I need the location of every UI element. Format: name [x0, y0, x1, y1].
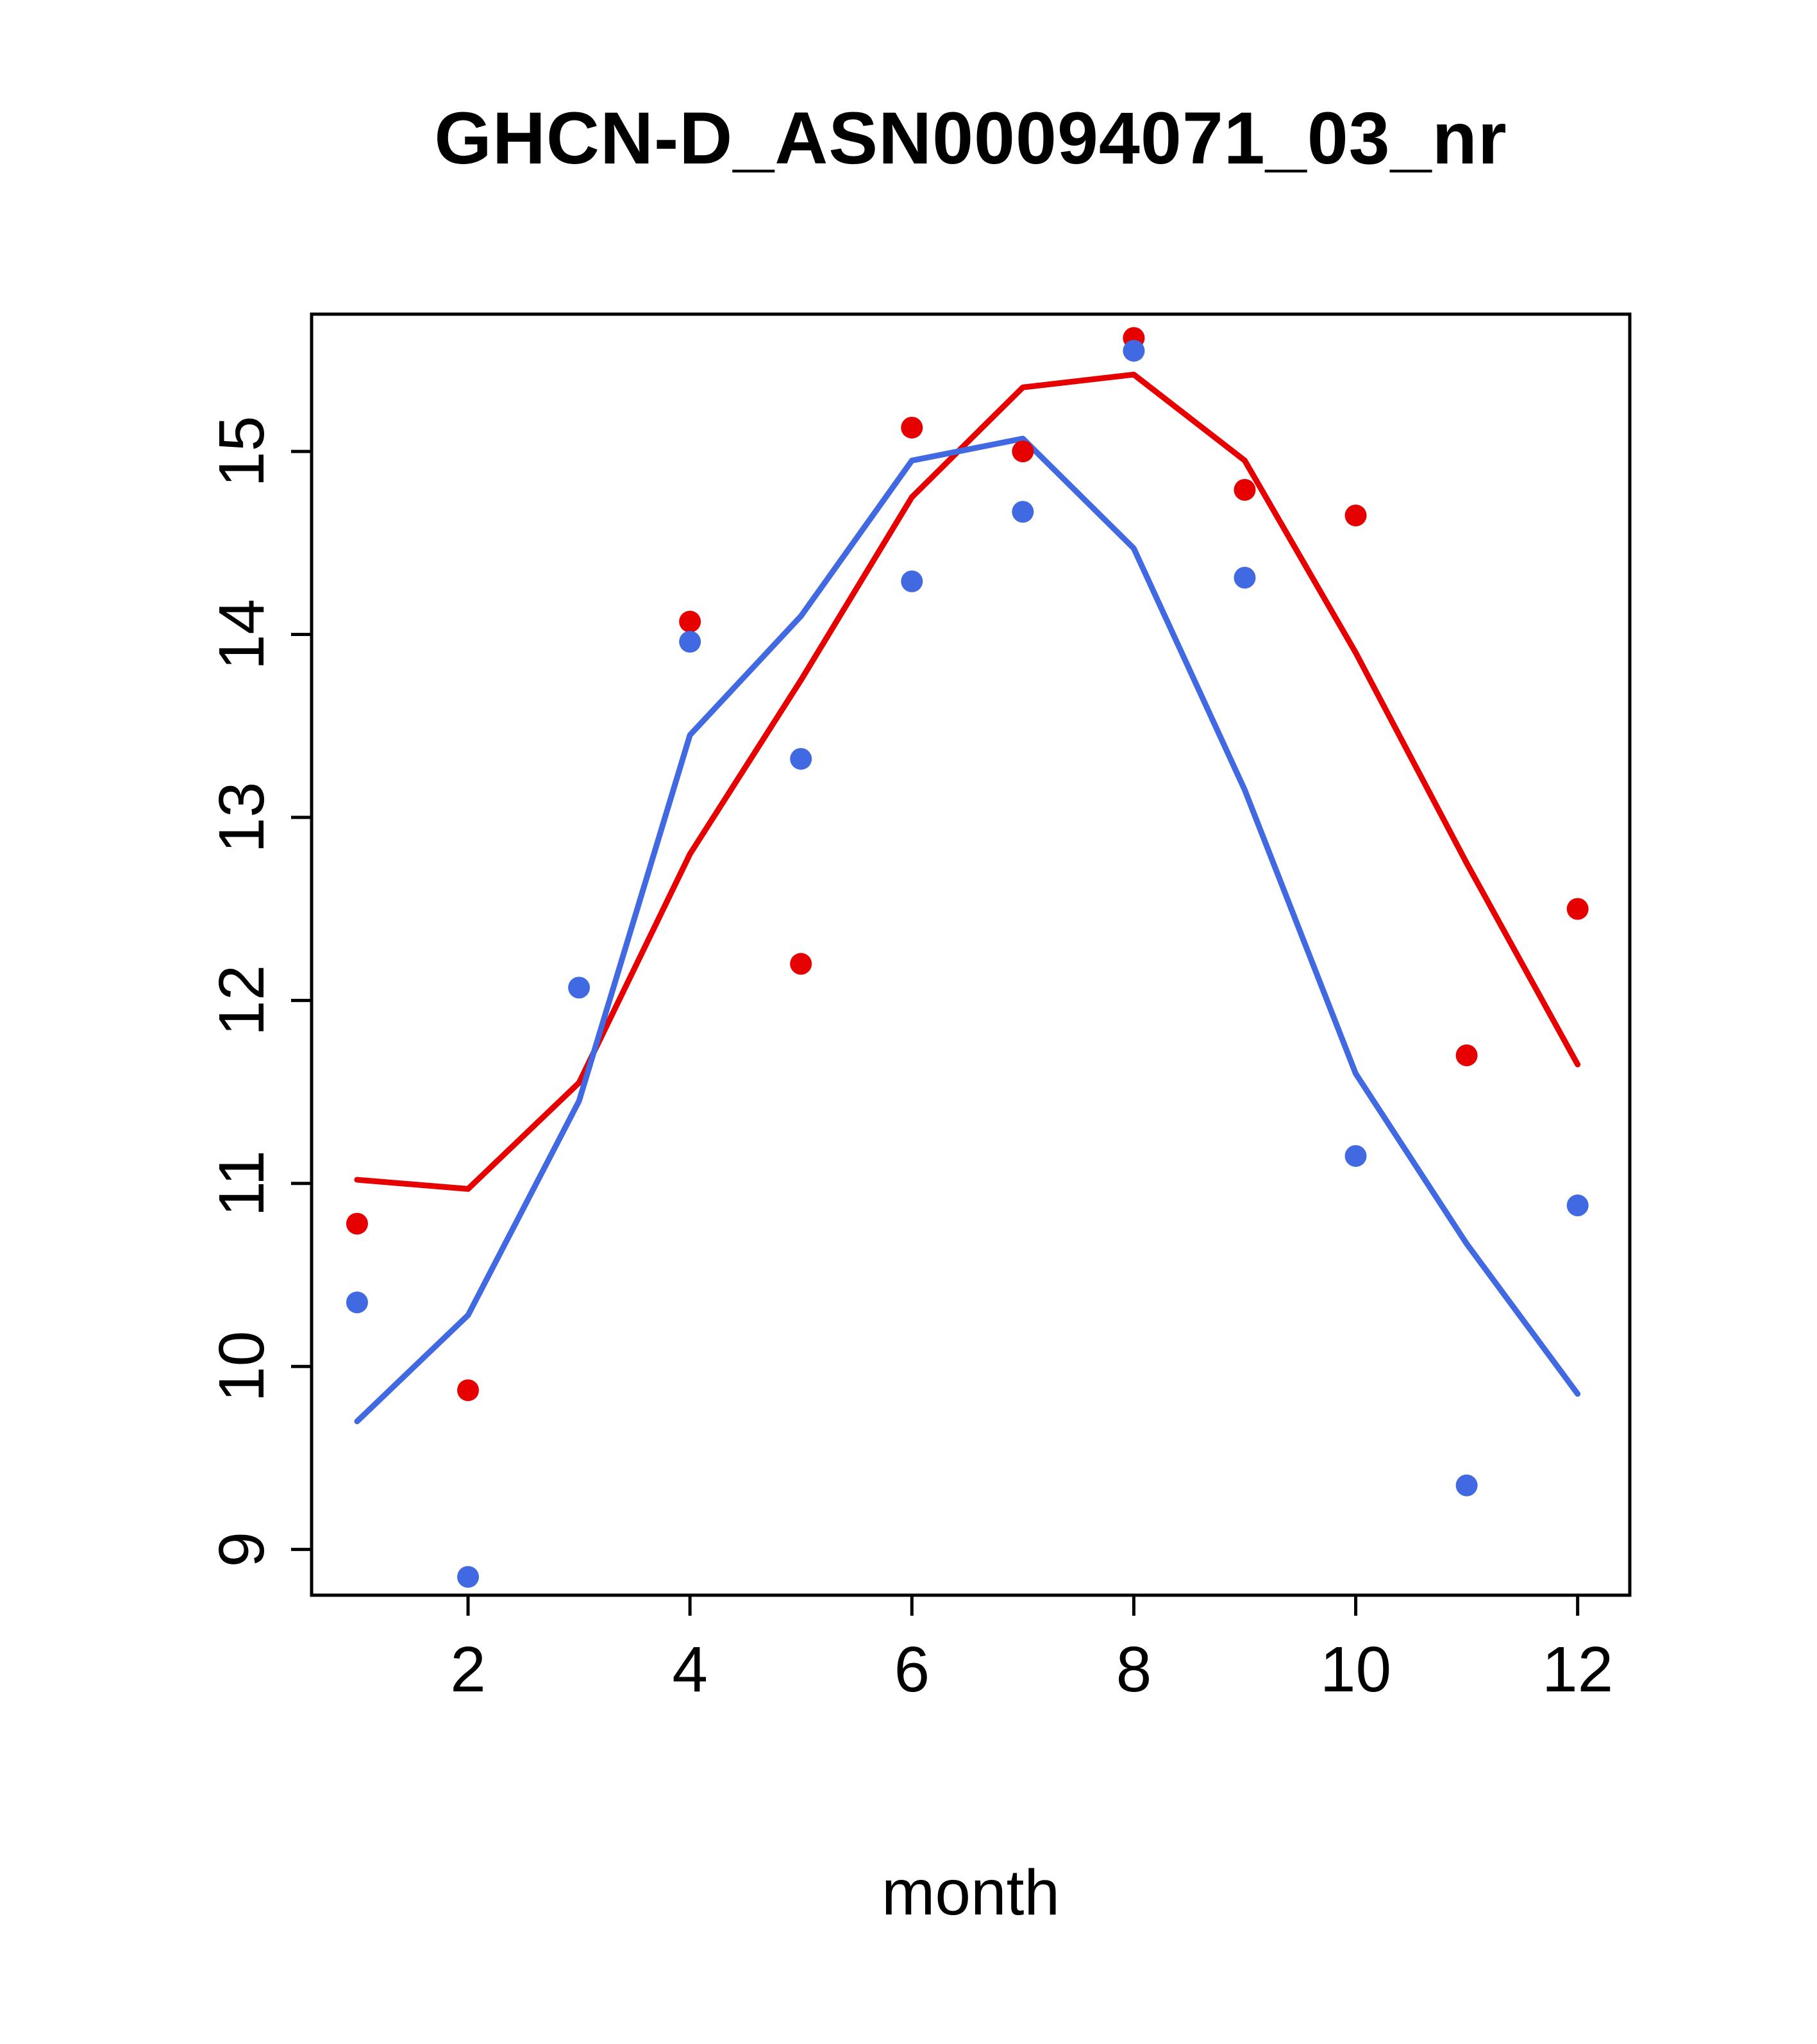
red-line	[354, 371, 1581, 1192]
blue-points-marker	[679, 630, 701, 653]
blue-points-marker	[1234, 567, 1256, 589]
red-points-marker	[1234, 479, 1256, 501]
y-tick-label: 10	[206, 1331, 278, 1402]
red-points-marker	[1344, 504, 1367, 526]
red-points-marker	[790, 953, 812, 975]
red-points-marker	[1455, 1044, 1478, 1066]
chart-title: GHCN-D_ASN00094071_03_nr	[434, 97, 1507, 180]
red-points-marker	[1012, 440, 1034, 463]
x-tick-label: 2	[450, 1634, 486, 1705]
x-tick-label: 8	[1116, 1634, 1152, 1705]
blue-points-marker	[1123, 340, 1145, 362]
red-points-marker	[679, 610, 701, 633]
red-points-marker	[1566, 898, 1589, 920]
plot-border	[310, 312, 1632, 1597]
blue-points-marker	[1344, 1144, 1367, 1167]
red-points-marker	[346, 1212, 368, 1235]
blue-points-marker	[346, 1291, 368, 1314]
y-tick-label: 14	[206, 599, 278, 670]
blue-points-marker	[457, 1566, 480, 1588]
y-tick-label: 15	[206, 415, 278, 487]
x-tick-label: 10	[1320, 1634, 1391, 1705]
blue-points-marker	[901, 570, 923, 592]
y-tick-label: 12	[206, 965, 278, 1036]
red-points-marker	[457, 1379, 480, 1402]
red-points-marker	[901, 416, 923, 439]
y-tick-label: 11	[206, 1150, 278, 1217]
blue-points-marker	[790, 748, 812, 770]
blue-points-marker	[568, 976, 590, 999]
y-tick-label: 9	[206, 1532, 278, 1568]
x-axis-label: month	[882, 1857, 1060, 1929]
blue-line	[354, 435, 1581, 1425]
blue-points-marker	[1455, 1474, 1478, 1496]
blue-points-marker	[1012, 501, 1034, 523]
x-tick-label: 12	[1542, 1634, 1613, 1705]
blue-points-marker	[1566, 1194, 1589, 1217]
x-tick-label: 6	[894, 1634, 930, 1705]
y-tick-label: 13	[206, 782, 278, 853]
x-tick-label: 4	[672, 1634, 708, 1705]
